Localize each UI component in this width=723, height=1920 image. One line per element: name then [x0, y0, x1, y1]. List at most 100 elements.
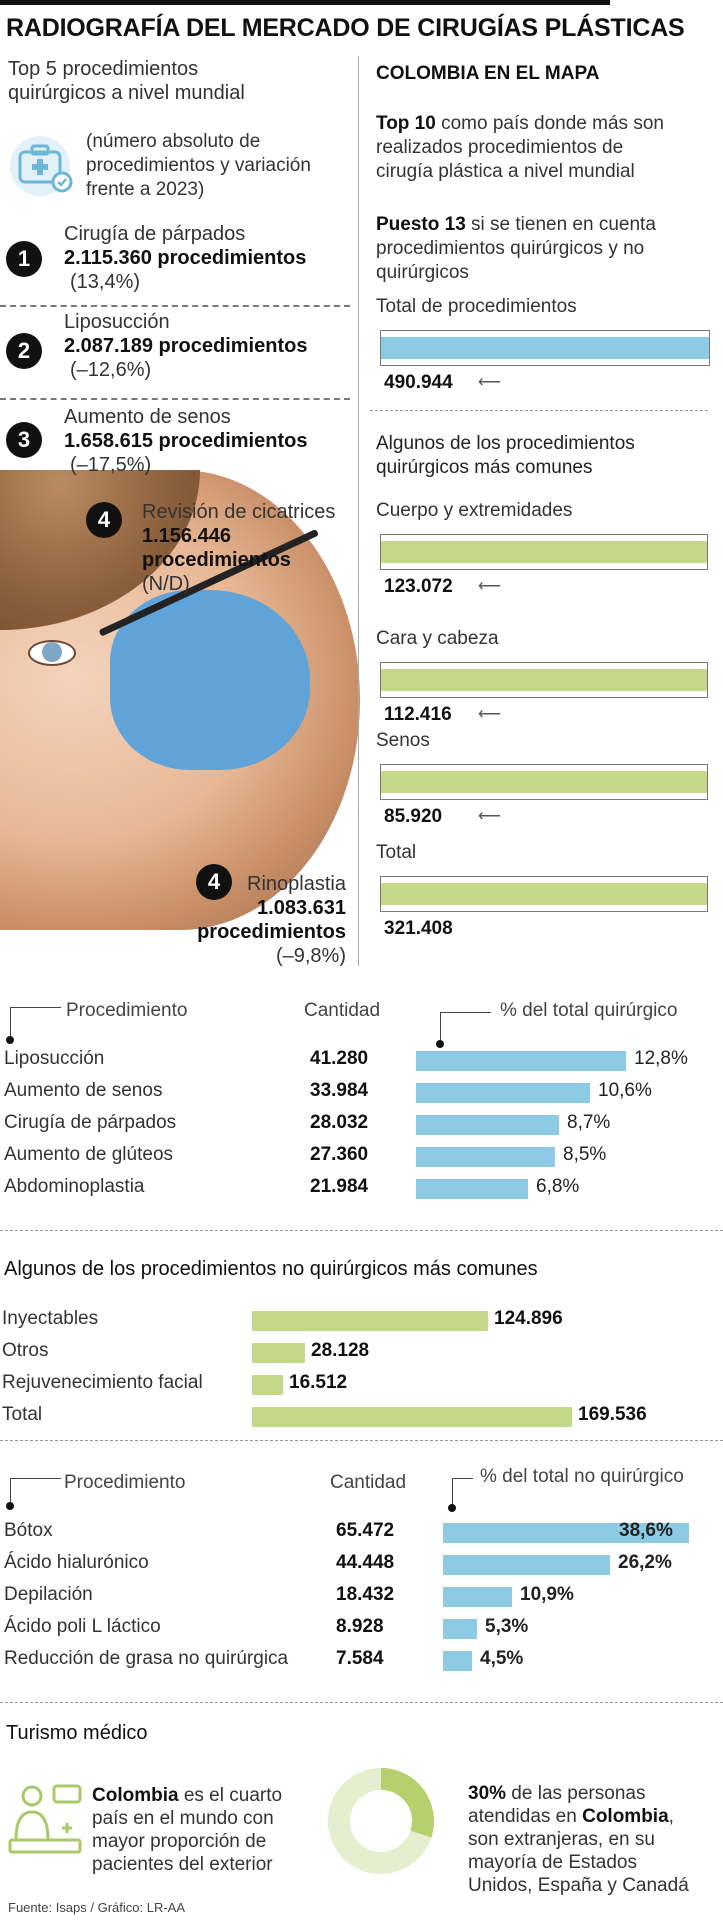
nonsurgical-value: 28.128 [311, 1340, 370, 1361]
nonsurgical-heading: Algunos de los procedimientos no quirúrg… [4, 1258, 538, 1280]
top-rule [0, 0, 610, 5]
column-divider [358, 56, 359, 966]
nonsurgical-value: 16.512 [289, 1372, 348, 1393]
category-value: 123.072 [384, 576, 453, 597]
top10-bold: Top 10 [376, 113, 436, 134]
category-label: Cara y cabeza [376, 628, 499, 649]
rank-badge-3: 3 [6, 422, 42, 458]
tourism-text: pacientes del exterior [92, 1854, 273, 1875]
item-name: Liposucción [64, 311, 170, 333]
pct-bar [443, 1587, 512, 1607]
item-change: (N/D) [142, 573, 190, 595]
item-count: 2.115.360 procedimientos [64, 247, 307, 269]
nonsurgical-value: 124.896 [494, 1308, 563, 1329]
top10-text: como país donde más son [435, 113, 664, 134]
category-label: Total [376, 842, 417, 863]
nonsurgical-label: Rejuvenecimiento facial [2, 1372, 203, 1393]
tourism-right-text: 30% de las personas atendidas en Colombi… [468, 1782, 689, 1897]
table-row-label: Abdominoplastia [4, 1176, 145, 1197]
pct-bar [416, 1083, 590, 1103]
tourism-text: de las personas [506, 1783, 646, 1804]
separator [370, 410, 708, 411]
pct-bar [443, 1619, 477, 1639]
note-line2: procedimientos y variación [86, 155, 311, 176]
category-value: 112.416 [384, 704, 452, 725]
category-bar-frame [380, 534, 708, 570]
pct-bar [416, 1179, 528, 1199]
tourism-text: mayor proporción de [92, 1831, 267, 1852]
puesto-text: si se tienen en cuenta [465, 214, 656, 235]
category-label: Senos [376, 730, 430, 751]
tourism-text: atendidas en [468, 1806, 583, 1827]
item-name: Revisión de cicatrices [142, 501, 336, 523]
tourism-bold: Colombia [92, 1785, 179, 1806]
category-bar [381, 669, 707, 691]
separator [0, 398, 350, 400]
pct-label: 6,8% [536, 1176, 580, 1197]
category-bar [381, 771, 707, 793]
table-bracket [10, 1007, 61, 1042]
bullet-dot [6, 1502, 14, 1510]
top5-heading-line2: quirúrgicos a nivel mundial [8, 82, 245, 104]
note-line1: (número absoluto de [86, 131, 261, 152]
item-name: Rinoplastia [247, 873, 346, 895]
col-pct: % del total quirúrgico [500, 1000, 678, 1021]
bullet-dot [436, 1040, 444, 1048]
doctor-patient-icon [6, 1780, 86, 1860]
nonsurgical-label: Total [2, 1404, 43, 1425]
tourism-text: , [668, 1806, 674, 1827]
common-heading-line2: quirúrgicos más comunes [376, 457, 593, 478]
arrow-left-icon: ⟵ [478, 808, 501, 825]
puesto-text: procedimientos quirúrgicos y no [376, 238, 645, 259]
colombia-puesto: Puesto 13 si se tienen en cuenta procedi… [376, 213, 656, 285]
top5-heading: Top 5 procedimientos quirúrgicos a nivel… [8, 57, 245, 105]
pct-label: 10,9% [520, 1584, 574, 1605]
nonsurgical-bar [252, 1407, 572, 1427]
note-line3: frente a 2023) [86, 179, 205, 200]
table-row-label: Cirugía de párpados [4, 1112, 177, 1133]
category-value: 85.920 [384, 806, 443, 827]
pct-bar [416, 1147, 555, 1167]
total-procedures-bar [381, 337, 709, 359]
item-count-unit: procedimientos [197, 921, 346, 943]
total-procedures-bar-frame [380, 330, 710, 366]
item-change: (–12,6%) [70, 359, 152, 381]
nonsurgical-label: Inyectables [2, 1308, 99, 1329]
pct-bar [443, 1651, 472, 1671]
tourism-text: Unidos, España y Canadá [468, 1875, 689, 1896]
table-row-label: Ácido poli L láctico [4, 1616, 161, 1637]
top5-note: (número absoluto de procedimientos y var… [86, 130, 311, 202]
table-row-label: Reducción de grasa no quirúrgica [4, 1648, 289, 1669]
table-bracket [10, 1478, 61, 1507]
common-heading-line1: Algunos de los procedimientos [376, 433, 635, 454]
puesto-bold: Puesto 13 [376, 214, 466, 235]
category-bar-frame [380, 662, 708, 698]
nonsurgical-bar [252, 1343, 305, 1363]
table-row-quantity: 18.432 [336, 1584, 395, 1605]
table-row-quantity: 41.280 [310, 1048, 369, 1069]
top5-item-1: Cirugía de párpados 2.115.360 procedimie… [64, 222, 306, 294]
tourism-donut-chart [326, 1766, 436, 1876]
top5-heading-line1: Top 5 procedimientos [8, 58, 199, 80]
arrow-left-icon: ⟵ [478, 706, 501, 723]
top5-item-3: Aumento de senos 1.658.615 procedimiento… [64, 405, 307, 477]
nonsurgical-value: 169.536 [578, 1404, 647, 1425]
item-name: Cirugía de párpados [64, 223, 246, 245]
pct-label: 38,6% [619, 1520, 673, 1541]
item-count: 1.083.631 [257, 897, 346, 919]
table-row-quantity: 28.032 [310, 1112, 369, 1133]
separator [0, 1230, 723, 1231]
item-change: (–9,8%) [275, 945, 346, 967]
page-title: RADIOGRAFÍA DEL MERCADO DE CIRUGÍAS PLÁS… [6, 14, 685, 42]
total-procedures-label: Total de procedimientos [376, 296, 577, 317]
pct-bar [416, 1051, 626, 1071]
table-row-label: Aumento de glúteos [4, 1144, 174, 1165]
tourism-bold: Colombia [582, 1806, 669, 1827]
iris-image [42, 642, 62, 662]
table-row-label: Depilación [4, 1584, 93, 1605]
table-row-label: Bótox [4, 1520, 53, 1541]
item-count: 1.658.615 procedimientos [64, 430, 308, 452]
category-value: 321.408 [384, 918, 453, 939]
rank-badge-4: 4 [86, 502, 122, 538]
category-bar [381, 883, 707, 905]
